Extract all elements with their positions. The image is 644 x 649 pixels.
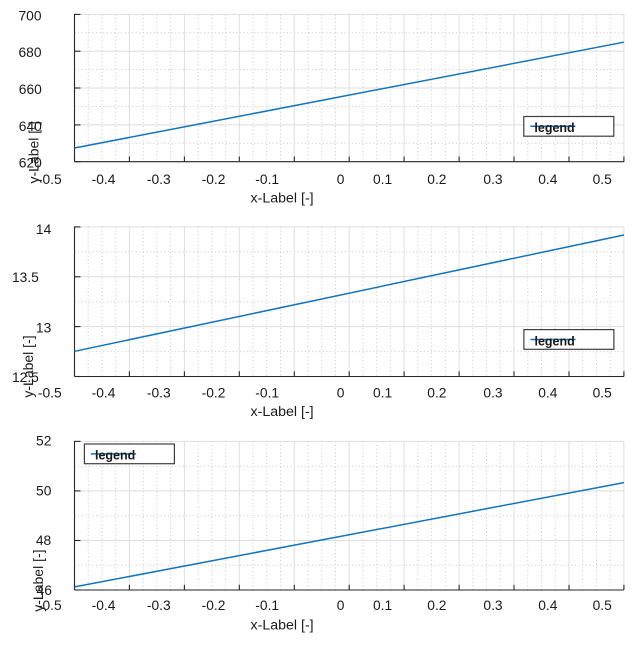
- svg-text:-0.2: -0.2: [202, 386, 226, 401]
- svg-text:0.2: 0.2: [427, 598, 446, 613]
- svg-text:0.5: 0.5: [593, 386, 613, 401]
- svg-text:-0.1: -0.1: [255, 386, 279, 401]
- svg-text:-0.2: -0.2: [202, 172, 226, 187]
- svg-text:680: 680: [18, 45, 41, 60]
- svg-text:-0.1: -0.1: [255, 598, 279, 613]
- svg-text:660: 660: [19, 82, 42, 97]
- svg-text:-0.5: -0.5: [38, 598, 62, 613]
- svg-text:-0.2: -0.2: [202, 598, 226, 613]
- svg-text:12.5: 12.5: [12, 370, 39, 385]
- svg-text:0: 0: [337, 598, 345, 613]
- svg-text:13: 13: [36, 321, 52, 336]
- svg-text:0.3: 0.3: [483, 386, 503, 401]
- svg-text:-0.1: -0.1: [255, 172, 279, 187]
- svg-text:700: 700: [18, 9, 41, 24]
- svg-text:y-Label [-]: y-Label [-]: [30, 549, 46, 611]
- svg-text:0.1: 0.1: [373, 386, 392, 401]
- svg-text:x-Label [-]: x-Label [-]: [251, 404, 314, 420]
- svg-text:-0.4: -0.4: [92, 598, 116, 613]
- svg-text:0.3: 0.3: [483, 172, 503, 187]
- svg-text:-0.3: -0.3: [147, 598, 171, 613]
- svg-text:0: 0: [337, 172, 345, 187]
- svg-text:48: 48: [36, 533, 52, 548]
- svg-text:legend: legend: [535, 334, 575, 348]
- svg-text:-0.4: -0.4: [92, 386, 116, 401]
- svg-text:y-Label [-]: y-Label [-]: [25, 121, 41, 183]
- svg-text:14: 14: [36, 222, 52, 237]
- svg-text:640: 640: [19, 119, 42, 134]
- svg-text:0.2: 0.2: [427, 172, 446, 187]
- svg-text:-0.3: -0.3: [147, 386, 171, 401]
- svg-text:-0.5: -0.5: [38, 172, 62, 187]
- svg-text:0.5: 0.5: [593, 598, 613, 613]
- svg-text:-0.3: -0.3: [147, 172, 171, 187]
- svg-text:0.4: 0.4: [538, 386, 558, 401]
- svg-text:50: 50: [36, 483, 52, 498]
- svg-text:46: 46: [37, 583, 53, 598]
- svg-text:620: 620: [19, 155, 42, 170]
- svg-text:x-Label [-]: x-Label [-]: [251, 618, 314, 634]
- svg-text:0.2: 0.2: [427, 386, 446, 401]
- svg-text:x-Label [-]: x-Label [-]: [251, 190, 314, 206]
- svg-text:0: 0: [337, 386, 345, 401]
- svg-text:-0.4: -0.4: [92, 172, 116, 187]
- svg-text:-0.5: -0.5: [38, 386, 62, 401]
- svg-text:52: 52: [36, 433, 51, 448]
- svg-text:0.1: 0.1: [373, 598, 392, 613]
- svg-text:13.5: 13.5: [12, 270, 39, 285]
- svg-text:0.1: 0.1: [373, 172, 392, 187]
- svg-text:0.4: 0.4: [538, 172, 558, 187]
- svg-text:0.5: 0.5: [593, 172, 613, 187]
- svg-text:legend: legend: [534, 121, 574, 135]
- svg-text:0.3: 0.3: [483, 598, 503, 613]
- svg-text:y-Label [-]: y-Label [-]: [20, 335, 36, 397]
- svg-text:0.4: 0.4: [538, 598, 558, 613]
- svg-text:legend: legend: [95, 449, 135, 463]
